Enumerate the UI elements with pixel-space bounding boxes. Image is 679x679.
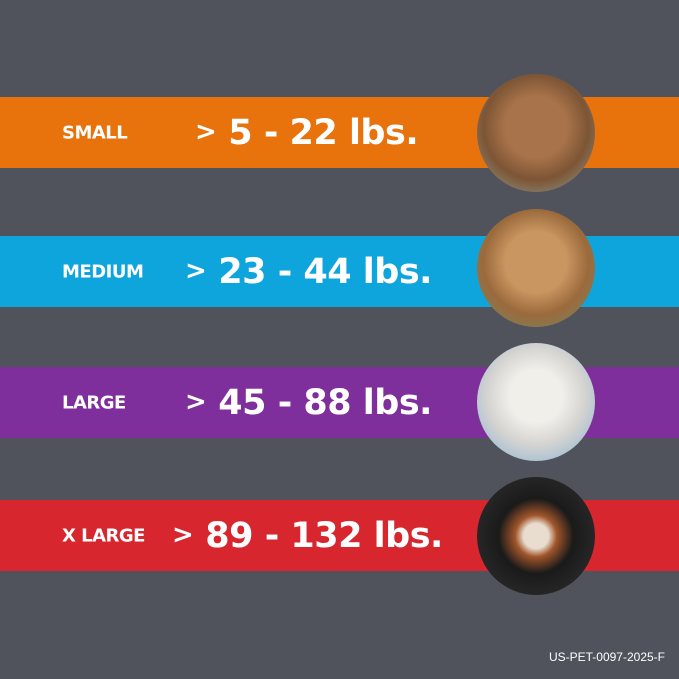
product-code: US-PET-0097-2025-F	[548, 650, 665, 664]
bernese-mountain-dog-photo	[477, 477, 595, 595]
weight-range: >45 - 88 lbs.	[185, 383, 432, 423]
weight-range: >23 - 44 lbs.	[185, 252, 432, 292]
size-label: SMALL	[62, 122, 128, 143]
arrow-icon: >	[185, 255, 207, 286]
weight-range-text: 89 - 132 lbs.	[205, 515, 443, 556]
weight-range: >5 - 22 lbs.	[195, 112, 419, 153]
terrier-dog-photo	[477, 74, 595, 192]
arrow-icon: >	[185, 386, 207, 417]
weight-range-text: 45 - 88 lbs.	[218, 382, 432, 423]
weight-range: >89 - 132 lbs.	[172, 516, 443, 556]
dalmatian-dog-photo	[477, 343, 595, 461]
weight-range-text: 5 - 22 lbs.	[228, 112, 419, 153]
size-label: X LARGE	[62, 525, 145, 546]
size-label: MEDIUM	[62, 261, 144, 282]
arrow-icon: >	[172, 519, 194, 550]
arrow-icon: >	[195, 116, 217, 147]
cocker-spaniel-dog-photo	[477, 209, 595, 327]
size-label: LARGE	[62, 392, 126, 413]
weight-range-text: 23 - 44 lbs.	[218, 251, 432, 292]
